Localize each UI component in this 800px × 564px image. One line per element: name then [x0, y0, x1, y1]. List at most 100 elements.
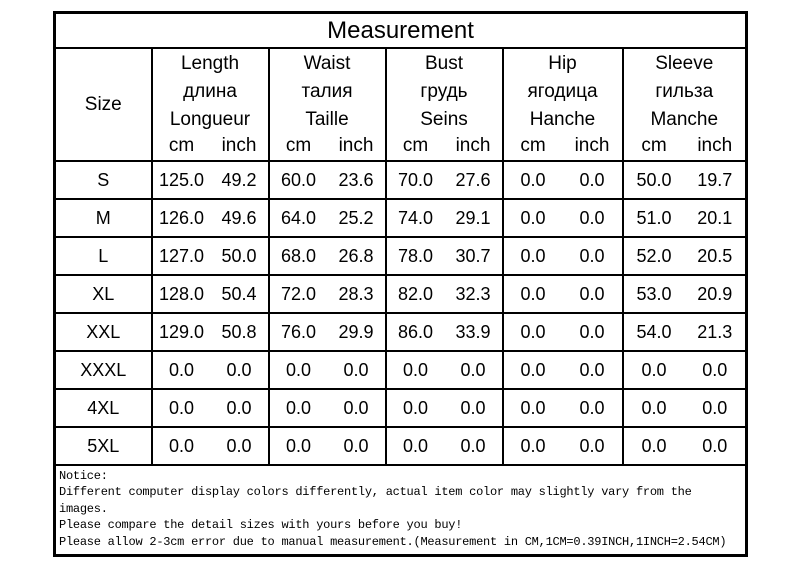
measurement-value: 20.1 [684, 198, 748, 238]
unit-cm-label: cm [384, 135, 445, 162]
size-label: L [53, 236, 153, 276]
table-row: XXL 129.0 50.8 76.0 29.9 86.0 33.9 0.0 0… [53, 312, 748, 352]
measurement-value: 0.0 [444, 388, 504, 428]
measurement-value: 0.0 [384, 426, 445, 466]
measurement-value: 49.6 [210, 198, 270, 238]
notice-line: Notice: [59, 469, 108, 483]
column-name-en: Waist [303, 53, 351, 74]
measurement-value: 0.0 [267, 426, 328, 466]
measurement-value: 0.0 [327, 426, 387, 466]
measurement-value: 51.0 [621, 198, 685, 238]
column-header-bust: Bust грудь Seins [384, 47, 504, 135]
unit-cm-label: cm [621, 135, 685, 162]
size-label: 4XL [53, 388, 153, 428]
measurement-value: 0.0 [501, 198, 563, 238]
measurement-value: 76.0 [267, 312, 328, 352]
measurement-value: 50.4 [210, 274, 270, 314]
title-row: Measurement [53, 11, 748, 49]
measurement-value: 126.0 [150, 198, 211, 238]
measurement-value: 86.0 [384, 312, 445, 352]
measurement-value: 0.0 [562, 426, 624, 466]
measurement-value: 0.0 [562, 350, 624, 390]
measurement-value: 50.0 [210, 236, 270, 276]
table-row: S 125.0 49.2 60.0 23.6 70.0 27.6 0.0 0.0… [53, 160, 748, 200]
table-row: XL 128.0 50.4 72.0 28.3 82.0 32.3 0.0 0.… [53, 274, 748, 314]
unit-cm-label: cm [501, 135, 563, 162]
measurement-value: 0.0 [562, 388, 624, 428]
measurement-value: 0.0 [150, 426, 211, 466]
column-name-ru: гильза [655, 81, 714, 102]
measurement-value: 52.0 [621, 236, 685, 276]
measurement-value: 54.0 [621, 312, 685, 352]
measurement-value: 0.0 [501, 350, 563, 390]
table-row: 5XL 0.0 0.0 0.0 0.0 0.0 0.0 0.0 0.0 0.0 … [53, 426, 748, 466]
measurement-value: 72.0 [267, 274, 328, 314]
measurement-value: 0.0 [327, 350, 387, 390]
measurement-value: 0.0 [501, 274, 563, 314]
measurement-value: 0.0 [562, 198, 624, 238]
measurement-value: 0.0 [384, 350, 445, 390]
measurement-value: 70.0 [384, 160, 445, 200]
measurement-value: 127.0 [150, 236, 211, 276]
table-row: 4XL 0.0 0.0 0.0 0.0 0.0 0.0 0.0 0.0 0.0 … [53, 388, 748, 428]
measurement-value: 0.0 [621, 388, 685, 428]
column-name-ru: ягодица [527, 81, 598, 102]
notice-line: Different computer display colors differ… [59, 485, 692, 500]
notice: Notice: Different computer display color… [53, 464, 748, 557]
measurement-value: 20.9 [684, 274, 748, 314]
size-label: M [53, 198, 153, 238]
measurement-value: 50.0 [621, 160, 685, 200]
measurement-value: 0.0 [684, 426, 748, 466]
measurement-value: 68.0 [267, 236, 328, 276]
unit-inch-label: inch [444, 135, 504, 162]
measurement-value: 0.0 [562, 160, 624, 200]
measurement-value: 82.0 [384, 274, 445, 314]
column-header-hip: Hip ягодица Hanche [501, 47, 624, 135]
measurement-value: 0.0 [150, 388, 211, 428]
column-name-fr: Manche [650, 109, 719, 130]
measurement-value: 20.5 [684, 236, 748, 276]
header-row: Size Length длина Longueur Waist талия T… [53, 47, 748, 162]
table-row: L 127.0 50.0 68.0 26.8 78.0 30.7 0.0 0.0… [53, 236, 748, 276]
measurement-value: 0.0 [684, 388, 748, 428]
measurement-value: 0.0 [210, 388, 270, 428]
column-header-length: Length длина Longueur [150, 47, 270, 135]
column-header-waist: Waist талия Taille [267, 47, 387, 135]
measurement-value: 50.8 [210, 312, 270, 352]
measurement-value: 28.3 [327, 274, 387, 314]
measurement-value: 129.0 [150, 312, 211, 352]
measurement-value: 0.0 [621, 426, 685, 466]
measurement-value: 0.0 [384, 388, 445, 428]
measurement-value: 0.0 [621, 350, 685, 390]
measurement-value: 0.0 [562, 312, 624, 352]
unit-inch-label: inch [562, 135, 624, 162]
measurement-value: 0.0 [501, 160, 563, 200]
column-name-fr: Hanche [529, 109, 596, 130]
size-column-header: Size [53, 47, 153, 162]
notice-line: Please compare the detail sizes with you… [59, 518, 463, 533]
measurement-value: 0.0 [562, 274, 624, 314]
measurement-value: 64.0 [267, 198, 328, 238]
measurement-value: 49.2 [210, 160, 270, 200]
measurement-value: 0.0 [150, 350, 211, 390]
unit-cm-label: cm [150, 135, 211, 162]
size-label: S [53, 160, 153, 200]
column-name-en: Length [180, 53, 240, 74]
column-name-fr: Seins [420, 109, 468, 130]
column-name-ru: талия [301, 81, 353, 102]
table-row: XXXL 0.0 0.0 0.0 0.0 0.0 0.0 0.0 0.0 0.0… [53, 350, 748, 390]
size-label: XXXL [53, 350, 153, 390]
measurement-value: 0.0 [210, 426, 270, 466]
size-label: XXL [53, 312, 153, 352]
size-label: XL [53, 274, 153, 314]
measurement-value: 0.0 [267, 350, 328, 390]
measurement-value: 32.3 [444, 274, 504, 314]
measurement-value: 26.8 [327, 236, 387, 276]
size-label: 5XL [53, 426, 153, 466]
table-row: M 126.0 49.6 64.0 25.2 74.0 29.1 0.0 0.0… [53, 198, 748, 238]
measurement-value: 0.0 [501, 236, 563, 276]
measurement-value: 0.0 [501, 388, 563, 428]
measurement-value: 0.0 [501, 312, 563, 352]
measurement-value: 125.0 [150, 160, 211, 200]
measurement-value: 19.7 [684, 160, 748, 200]
